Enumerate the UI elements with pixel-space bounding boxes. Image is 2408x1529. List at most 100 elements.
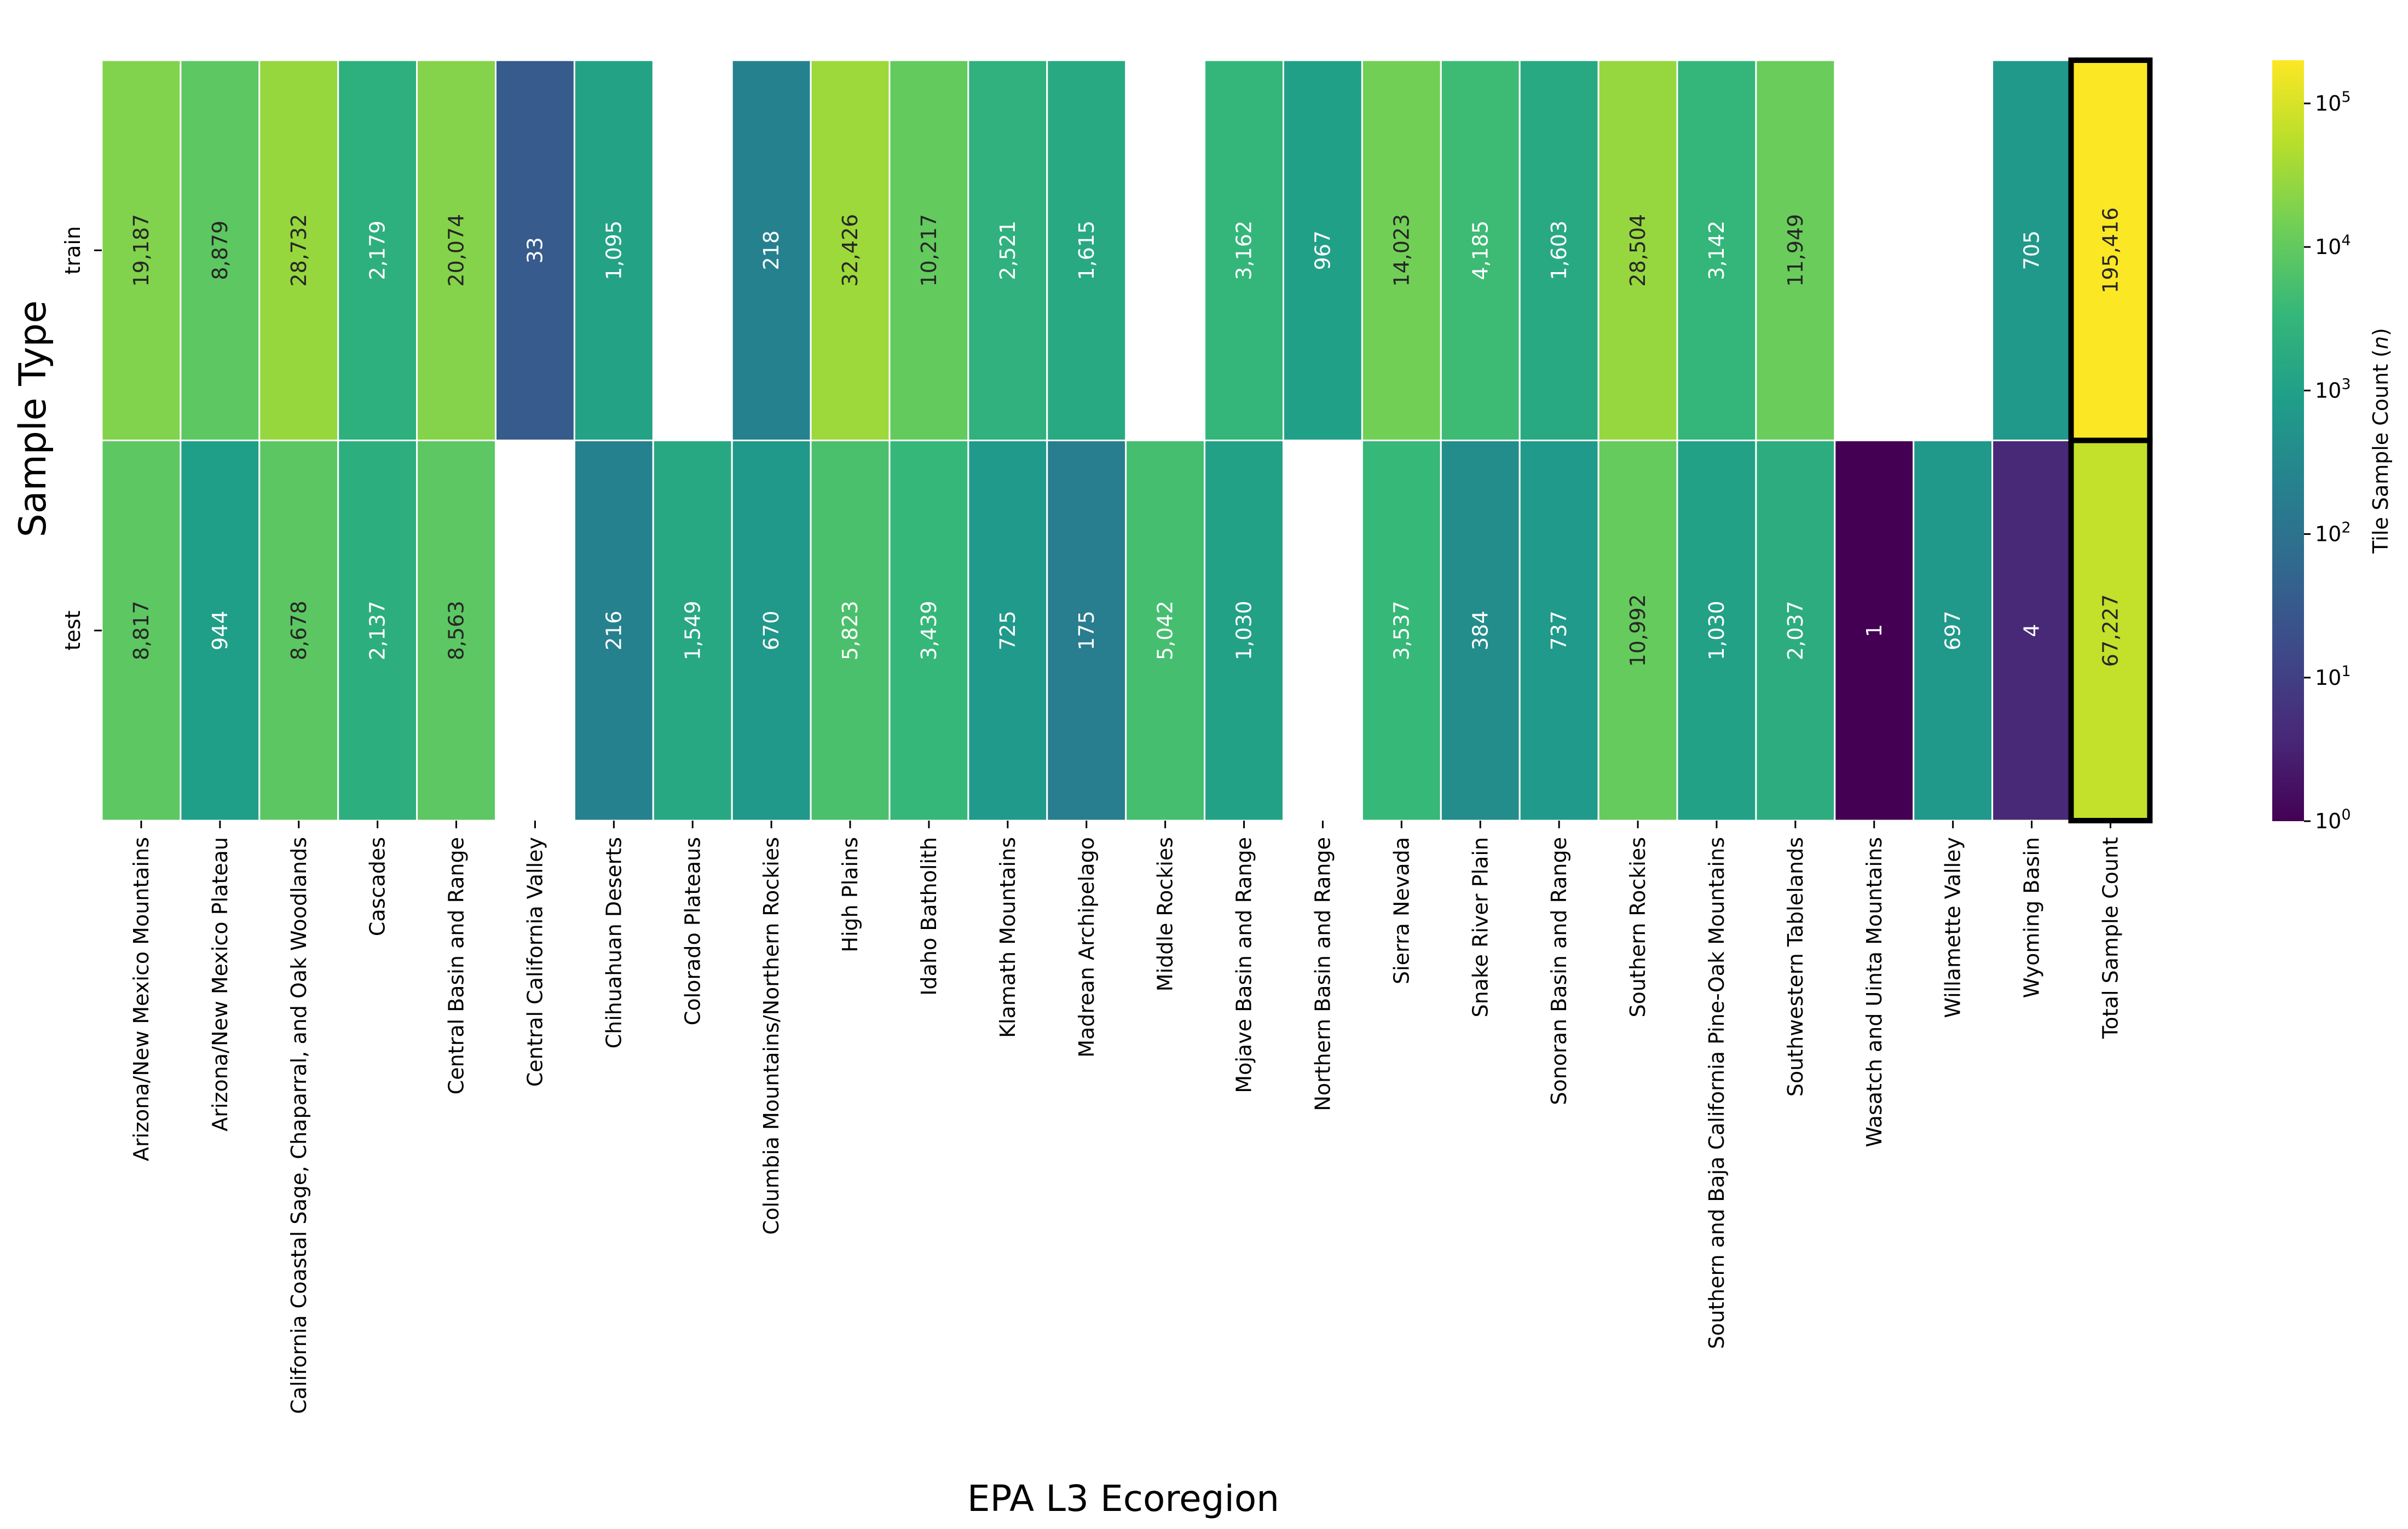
heatmap-cell: [416, 440, 496, 822]
heatmap-cell: [180, 59, 261, 441]
colorbar-label: Tile Sample Count (n): [2369, 328, 2393, 554]
colorbar-gradient: [2272, 60, 2304, 821]
heatmap-cell: [101, 59, 182, 441]
column-tick-label: Idaho Batholith: [917, 837, 941, 996]
column-tick-label: High Plains: [838, 837, 862, 953]
column-tick-label: Northern Basin and Range: [1310, 837, 1335, 1111]
column-tick-label: Arizona/New Mexico Mountains: [129, 837, 153, 1161]
cell-value-label: 4: [2020, 624, 2044, 637]
colorbar-tick-label: 103: [2315, 376, 2351, 402]
cell-value-label: 8,563: [444, 601, 469, 660]
cell-value-label: 3,537: [1389, 601, 1413, 660]
heatmap-cell: [1440, 440, 1521, 822]
colorbar-tick-label: 104: [2315, 232, 2351, 259]
heatmap-cell: [1283, 59, 1363, 441]
column-tick-label: Wasatch and Uinta Mountains: [1862, 837, 1886, 1147]
cell-value-label: 1,549: [680, 601, 705, 660]
cell-value-label: 705: [2020, 230, 2044, 270]
heatmap-cell: [1676, 59, 1757, 441]
heatmap-cell: [1518, 440, 1599, 822]
column-tick-label: Klamath Mountains: [996, 837, 1020, 1038]
cell-value-label: 19,187: [129, 214, 153, 287]
column-tick-label: Sierra Nevada: [1389, 837, 1413, 984]
colorbar: 100 101 102 103 104 105 Tile Sample Count (n): [2272, 60, 2393, 833]
column-tick-label: Arizona/New Mexico Plateau: [208, 837, 232, 1132]
column-tick-label: Wyoming Basin: [2020, 837, 2044, 998]
cell-value-label: 670: [759, 610, 783, 650]
heatmap-cell: [1597, 440, 1678, 822]
heatmap-cell: [1204, 440, 1285, 822]
cell-value-label: 3,162: [1232, 221, 1256, 280]
heatmap-cell: [810, 440, 891, 822]
column-tick-label: Cascades: [366, 837, 390, 936]
heatmap-cell: [258, 59, 339, 441]
heatmap-cell: [888, 59, 969, 441]
heatmap-cells: 19,187 8,879 28,732 2,179 20,074 33 1,095 218 32…: [101, 59, 2151, 822]
column-tick-label: Colorado Plateaus: [680, 837, 705, 1025]
colorbar-tick-label: 100: [2315, 806, 2351, 833]
cell-value-label: 1,095: [602, 221, 626, 280]
heatmap-cell: [258, 440, 339, 822]
column-tick-label: Madrean Archipelago: [1075, 837, 1099, 1058]
heatmap-cell: [1991, 59, 2072, 441]
cell-value-label: 944: [208, 610, 232, 650]
cell-value-label: 8,817: [129, 601, 153, 660]
cell-value-label: 2,179: [366, 221, 390, 280]
cell-value-label: 67,227: [2098, 594, 2122, 667]
cell-value-label: 216: [602, 610, 626, 650]
cell-value-label: 737: [1547, 610, 1571, 650]
heatmap-cell: [1755, 440, 1836, 822]
cell-value-label: 967: [1310, 230, 1335, 270]
cell-value-label: 218: [759, 230, 783, 270]
column-tick-label: Columbia Mountains/Northern Rockies: [759, 837, 783, 1234]
heatmap-cell: [337, 59, 418, 441]
heatmap-cell: [1991, 440, 2072, 822]
heatmap-cell: [652, 440, 733, 822]
column-tick-label: Central Basin and Range: [444, 837, 469, 1094]
heatmap-cell: [1046, 59, 1127, 441]
cell-value-label: 1,030: [1705, 601, 1729, 660]
heatmap-cell: [1125, 440, 1206, 822]
cell-value-label: 195,416: [2098, 207, 2122, 293]
column-tick-label: Willamette Valley: [1941, 837, 1965, 1018]
colorbar-tick-label: 102: [2315, 520, 2351, 546]
heatmap-cell: [495, 59, 575, 441]
colorbar-tick-label: 105: [2315, 89, 2351, 116]
cell-value-label: 3,439: [917, 601, 941, 660]
heatmap-cell: [1518, 59, 1599, 441]
column-tick-label: Snake River Plain: [1468, 837, 1492, 1018]
column-tick-label: California Coastal Sage, Chaparral, and …: [287, 837, 311, 1414]
cell-value-label: 28,504: [1626, 214, 1650, 287]
heatmap-cell: [1834, 440, 1915, 822]
row-tick-label: train: [61, 226, 85, 274]
heatmap-cell: [416, 59, 496, 441]
column-tick-label: Central California Valley: [523, 837, 547, 1087]
cell-value-label: 384: [1468, 610, 1492, 650]
cell-value-label: 20,074: [444, 214, 469, 287]
cell-value-label: 8,879: [208, 221, 232, 280]
column-tick-label: Sonoran Basin and Range: [1547, 837, 1571, 1105]
heatmap-cell: [1755, 59, 1836, 441]
cell-value-label: 2,521: [996, 221, 1020, 280]
colorbar-tick-label: 101: [2315, 663, 2351, 690]
cell-value-label: 1,615: [1075, 221, 1099, 280]
heatmap-cell: [1440, 59, 1521, 441]
heatmap-cell: [731, 59, 812, 441]
heatmap-cell: [101, 440, 182, 822]
cell-value-label: 28,732: [287, 214, 311, 287]
column-tick-label: Mojave Basin and Range: [1232, 837, 1256, 1093]
cell-value-label: 32,426: [838, 214, 862, 287]
cell-value-label: 3,142: [1705, 221, 1729, 280]
column-tick-label: Southern and Baja California Pine-Oak Mo…: [1705, 837, 1729, 1349]
cell-value-label: 14,023: [1389, 214, 1413, 287]
column-tick-label: Total Sample Count: [2098, 837, 2122, 1039]
cell-value-label: 8,678: [287, 601, 311, 660]
cell-value-label: 5,823: [838, 601, 862, 660]
cell-value-label: 2,037: [1783, 601, 1808, 660]
cell-value-label: 697: [1941, 610, 1965, 650]
cell-value-label: 5,042: [1153, 601, 1177, 660]
cell-value-label: 1: [1862, 624, 1886, 637]
column-tick-label: Southern Rockies: [1626, 837, 1650, 1018]
cell-value-label: 725: [996, 610, 1020, 650]
